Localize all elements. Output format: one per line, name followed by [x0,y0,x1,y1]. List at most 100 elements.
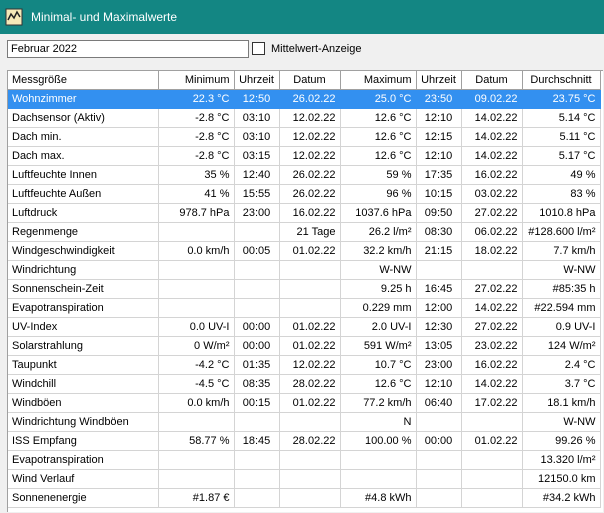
table-row[interactable]: Sonnenenergie #1.87 € #4.8 kWh #34.2 kWh [8,488,601,508]
title-bar: Minimal- und Maximalwerte [0,0,604,34]
table-cell: 0.0 km/h [158,241,235,261]
table-cell: 06.02.22 [461,222,523,242]
table-cell [158,279,235,299]
column-header[interactable]: Datum [279,71,341,90]
table-cell: 83 % [522,184,601,204]
table-cell [234,450,280,470]
table-cell: 0.0 UV-I [158,317,235,337]
table-cell: 14.02.22 [461,298,523,318]
table-row[interactable]: Evapotranspiration 13.320 l/m² [8,450,601,470]
table-cell: 26.02.22 [279,184,341,204]
table-cell: 12.02.22 [279,146,341,166]
table-header: Messgröße Minimum Uhrzeit Datum Maximum Uhrze… [8,71,601,90]
table-row[interactable]: Dach min. -2.8 °C 03:10 12.02.22 12.6 °C 12:1… [8,127,601,147]
column-header[interactable]: Uhrzeit [416,71,462,90]
table-cell: 06:40 [416,393,462,413]
table-cell: 15:55 [234,184,280,204]
table-cell: 16.02.22 [461,165,523,185]
table-cell: 16:45 [416,279,462,299]
table-row[interactable]: Dach max. -2.8 °C 03:15 12.02.22 12.6 °C 12:1… [8,146,601,166]
column-header[interactable]: Maximum [340,71,417,90]
table-cell: 21 Tage [279,222,341,242]
table-cell: 16.02.22 [279,203,341,223]
table-cell: 12:00 [416,298,462,318]
table-cell: 23.02.22 [461,336,523,356]
column-header[interactable]: Durchschnitt [522,71,601,90]
column-header[interactable]: Datum [461,71,523,90]
table-cell [461,469,523,489]
table-cell: 27.02.22 [461,203,523,223]
table-row[interactable]: Wind Verlauf 12150.0 km [8,469,601,489]
table-cell [234,260,280,280]
month-selector[interactable]: Februar 2022 [7,40,249,58]
table-cell: 21:15 [416,241,462,261]
table-cell: 10:15 [416,184,462,204]
row-label: Dach min. [8,127,159,147]
average-checkbox[interactable]: Mittelwert-Anzeige [252,42,361,55]
table-cell: 12:10 [416,108,462,128]
table-cell: 99.26 % [522,431,601,451]
table-cell: 09:50 [416,203,462,223]
table-row[interactable]: UV-Index 0.0 UV-I 00:00 01.02.22 2.0 UV-I 12:… [8,317,601,337]
table-row[interactable]: Luftfeuchte Außen 41 % 15:55 26.02.22 96 % 10… [8,184,601,204]
table-cell: 591 W/m² [340,336,417,356]
row-label: Evapotranspiration [8,450,159,470]
table-row[interactable]: Solarstrahlung 0 W/m² 00:00 01.02.22 591 W/m… [8,336,601,356]
table-cell: 12.02.22 [279,108,341,128]
column-header[interactable]: Minimum [158,71,235,90]
table-cell [416,412,462,432]
table-row[interactable]: Taupunkt -4.2 °C 01:35 12.02.22 10.7 °C 23:00… [8,355,601,375]
table-row[interactable]: Evapotranspiration 0.229 mm 12:00 14.02.22 #… [8,298,601,318]
row-label: Taupunkt [8,355,159,375]
table-row[interactable]: ISS Empfang 58.77 % 18:45 28.02.22 100.00 % 0… [8,431,601,451]
row-label: Luftdruck [8,203,159,223]
table-cell: 3.7 °C [522,374,601,394]
row-label: Wohnzimmer [8,89,159,109]
table-cell [234,469,280,489]
table-row[interactable]: Luftfeuchte Innen 35 % 12:40 26.02.22 59 % 17… [8,165,601,185]
table-cell: 12.6 °C [340,108,417,128]
table-row[interactable]: Luftdruck 978.7 hPa 23:00 16.02.22 1037.6 hP… [8,203,601,223]
table-cell: 59 % [340,165,417,185]
table-cell: 01.02.22 [279,241,341,261]
table-cell: 12.6 °C [340,374,417,394]
table-cell: 28.02.22 [279,374,341,394]
table-cell: -4.5 °C [158,374,235,394]
table-cell: 12:15 [416,127,462,147]
table-row[interactable]: Windgeschwindigkeit 0.0 km/h 00:05 01.02.22… [8,241,601,261]
table-cell: 00:00 [234,336,280,356]
table-cell [461,450,523,470]
row-label: Dachsensor (Aktiv) [8,108,159,128]
table-row[interactable]: Windböen 0.0 km/h 00:15 01.02.22 77.2 km/h 06… [8,393,601,413]
table-row[interactable]: Sonnenschein-Zeit 9.25 h 16:45 27.02.22 #85:… [8,279,601,299]
table-cell: 12.02.22 [279,355,341,375]
table-row[interactable]: Windchill -4.5 °C 08:35 28.02.22 12.6 °C 12:1… [8,374,601,394]
minmax-table[interactable]: Messgröße Minimum Uhrzeit Datum Maximum Uhrze… [7,70,603,512]
app-icon [5,8,23,26]
table-row[interactable]: Wohnzimmer 22.3 °C 12:50 26.02.22 25.0 °C 23:… [8,89,601,109]
table-cell: 18:45 [234,431,280,451]
row-label: Windrichtung Windböen [8,412,159,432]
table-cell: 17.02.22 [461,393,523,413]
table-cell: 14.02.22 [461,374,523,394]
checkbox-box[interactable] [252,42,265,55]
column-header[interactable]: Uhrzeit [234,71,280,90]
table-row[interactable]: Regenmenge 21 Tage 26.2 l/m² 08:30 06.02.22 #… [8,222,601,242]
table-row[interactable]: Windrichtung W-NW W-NW [8,260,601,280]
table-row[interactable]: Dachsensor (Aktiv) -2.8 °C 03:10 12.02.22 12… [8,108,601,128]
table-cell: 00:00 [416,431,462,451]
table-cell: 00:00 [234,317,280,337]
table-cell: 77.2 km/h [340,393,417,413]
table-cell: 14.02.22 [461,108,523,128]
row-label: Solarstrahlung [8,336,159,356]
table-row[interactable]: Windrichtung Windböen N W-NW [8,412,601,432]
table-cell: 12150.0 km [522,469,601,489]
table-cell: 14.02.22 [461,127,523,147]
table-cell [340,450,417,470]
table-cell [461,488,523,508]
table-cell [279,469,341,489]
table-cell [461,260,523,280]
table-cell: 03:10 [234,108,280,128]
table-cell: W-NW [340,260,417,280]
column-header[interactable]: Messgröße [8,71,159,90]
